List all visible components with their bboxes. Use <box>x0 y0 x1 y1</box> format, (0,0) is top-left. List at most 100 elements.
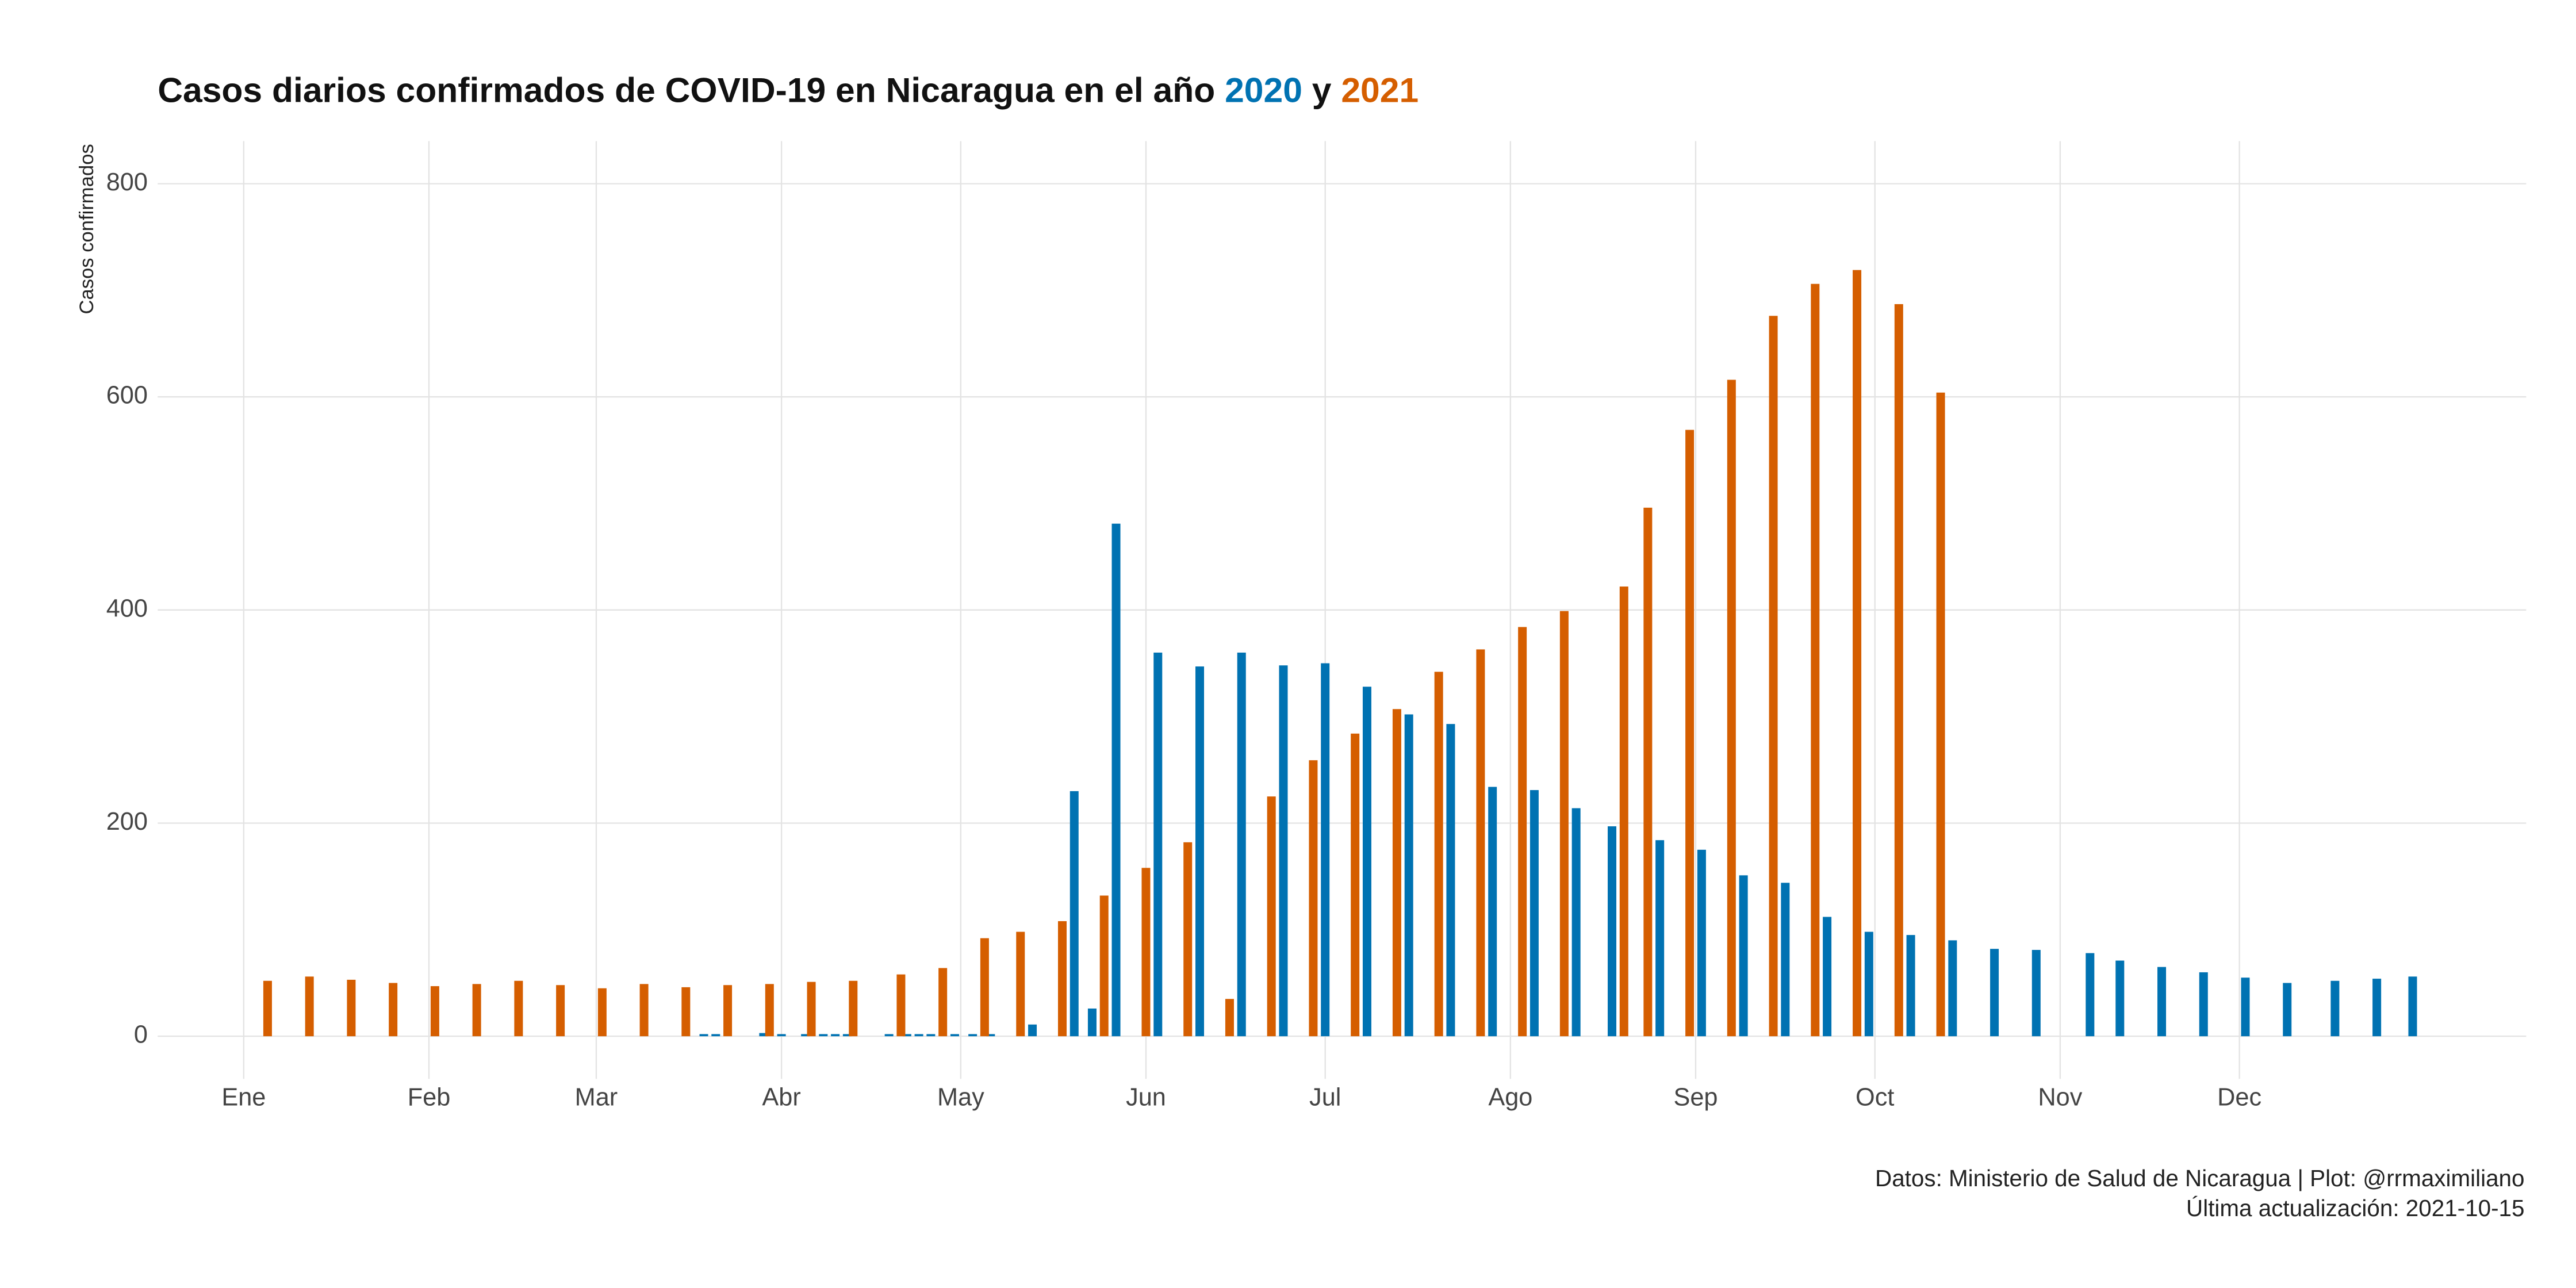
bar <box>2283 983 2292 1037</box>
bar <box>819 1034 828 1037</box>
bar <box>711 1034 720 1037</box>
bar <box>950 1034 959 1037</box>
bar <box>1894 304 1903 1037</box>
y-tick-label: 800 <box>106 168 148 196</box>
bar <box>1237 652 1246 1037</box>
bar <box>1811 283 1820 1037</box>
bar <box>926 1034 936 1037</box>
y-tick-label: 200 <box>106 808 148 835</box>
bar <box>1434 672 1443 1037</box>
bar <box>1087 1008 1097 1037</box>
bar <box>765 984 774 1037</box>
bar <box>1936 392 1945 1037</box>
bar <box>1267 796 1276 1037</box>
chart-title: Casos diarios confirmados de COVID-19 en… <box>158 71 1419 110</box>
bar <box>1225 999 1234 1037</box>
bar <box>1906 935 1915 1037</box>
y-tick-label: 600 <box>106 382 148 409</box>
bar <box>2241 977 2250 1037</box>
bar <box>1948 940 1957 1037</box>
bar <box>556 985 565 1037</box>
bar <box>1518 627 1527 1037</box>
bars <box>263 270 2417 1037</box>
bar <box>1309 760 1318 1037</box>
bar <box>968 1034 977 1037</box>
bar <box>1685 430 1695 1037</box>
bar <box>1183 842 1193 1037</box>
bar <box>1643 507 1653 1037</box>
caption: Datos: Ministerio de Salud de Nicaragua … <box>1875 1165 2524 1191</box>
x-tick-label: Jul <box>1309 1083 1341 1111</box>
y-tick-label: 400 <box>106 595 148 622</box>
x-tick-label: May <box>937 1083 984 1111</box>
bar <box>1404 714 1413 1037</box>
bar <box>1057 921 1067 1037</box>
bar <box>777 1034 786 1037</box>
bar <box>1697 849 1706 1037</box>
x-tick-label: Ene <box>221 1083 266 1111</box>
bar <box>1727 379 1736 1037</box>
bar <box>831 1034 840 1037</box>
bar <box>801 1034 810 1037</box>
bar <box>1769 316 1778 1037</box>
x-tick-label: Feb <box>408 1083 451 1111</box>
bar <box>2086 953 2095 1037</box>
bar <box>1099 895 1109 1037</box>
bar <box>1476 649 1485 1037</box>
y-axis-label: Casos confirmados <box>76 144 98 314</box>
title-series: 2020 <box>1225 71 1302 110</box>
bar <box>1351 733 1360 1037</box>
bar <box>842 1034 852 1037</box>
bar <box>1864 931 1873 1037</box>
bar <box>759 1033 768 1037</box>
bar <box>1739 875 1748 1037</box>
bar <box>1141 868 1151 1037</box>
bar <box>1070 791 1079 1037</box>
x-tick-label: Sep <box>1673 1083 1718 1111</box>
bar <box>2199 972 2208 1037</box>
x-tick-label: Oct <box>1856 1083 1894 1111</box>
bar <box>1016 931 1025 1037</box>
y-tick-label: 0 <box>134 1021 148 1049</box>
bar <box>1111 523 1121 1037</box>
bar <box>1781 883 1790 1037</box>
bar <box>807 982 816 1037</box>
bar <box>1392 709 1401 1037</box>
title-series: 2021 <box>1341 71 1419 110</box>
caption: Última actualización: 2021-10-15 <box>2186 1195 2524 1221</box>
bar <box>896 974 906 1037</box>
bar <box>2408 976 2417 1037</box>
bar <box>1195 666 1205 1037</box>
bar <box>2330 980 2340 1037</box>
bar <box>681 987 691 1037</box>
bar <box>1446 724 1455 1037</box>
bar <box>597 988 607 1037</box>
bar <box>2115 960 2125 1037</box>
bar <box>1028 1024 1037 1037</box>
bar <box>263 980 272 1037</box>
bar <box>1559 611 1569 1037</box>
bar <box>472 984 481 1037</box>
bar <box>430 986 439 1037</box>
bar <box>639 984 649 1037</box>
bar <box>389 983 398 1037</box>
bar <box>347 979 356 1037</box>
x-tick-label: Dec <box>2217 1083 2261 1111</box>
bar <box>2372 979 2382 1037</box>
bar <box>1321 663 1330 1037</box>
bar <box>1153 652 1163 1037</box>
bar <box>2031 950 2041 1037</box>
bar <box>2157 967 2167 1037</box>
bar <box>1990 949 1999 1037</box>
bar <box>1529 790 1539 1037</box>
bar <box>902 1034 911 1037</box>
bar <box>1655 840 1665 1037</box>
bar <box>1619 586 1628 1037</box>
title-text: Casos diarios confirmados de COVID-19 en… <box>158 71 1215 110</box>
bar <box>1853 270 1862 1037</box>
bar <box>1279 665 1288 1037</box>
bar <box>1571 808 1581 1037</box>
bar <box>1608 826 1617 1037</box>
bar <box>699 1034 708 1037</box>
bar <box>1488 787 1497 1037</box>
